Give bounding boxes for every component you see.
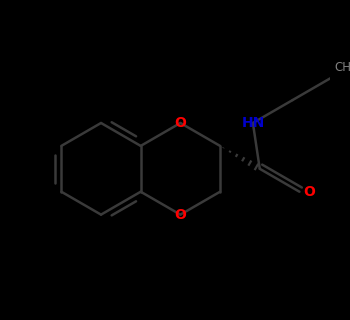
Text: O: O xyxy=(174,208,186,222)
Text: HN: HN xyxy=(241,116,265,130)
Text: O: O xyxy=(174,116,186,130)
Text: CH₃: CH₃ xyxy=(334,61,350,74)
Text: O: O xyxy=(303,185,315,199)
